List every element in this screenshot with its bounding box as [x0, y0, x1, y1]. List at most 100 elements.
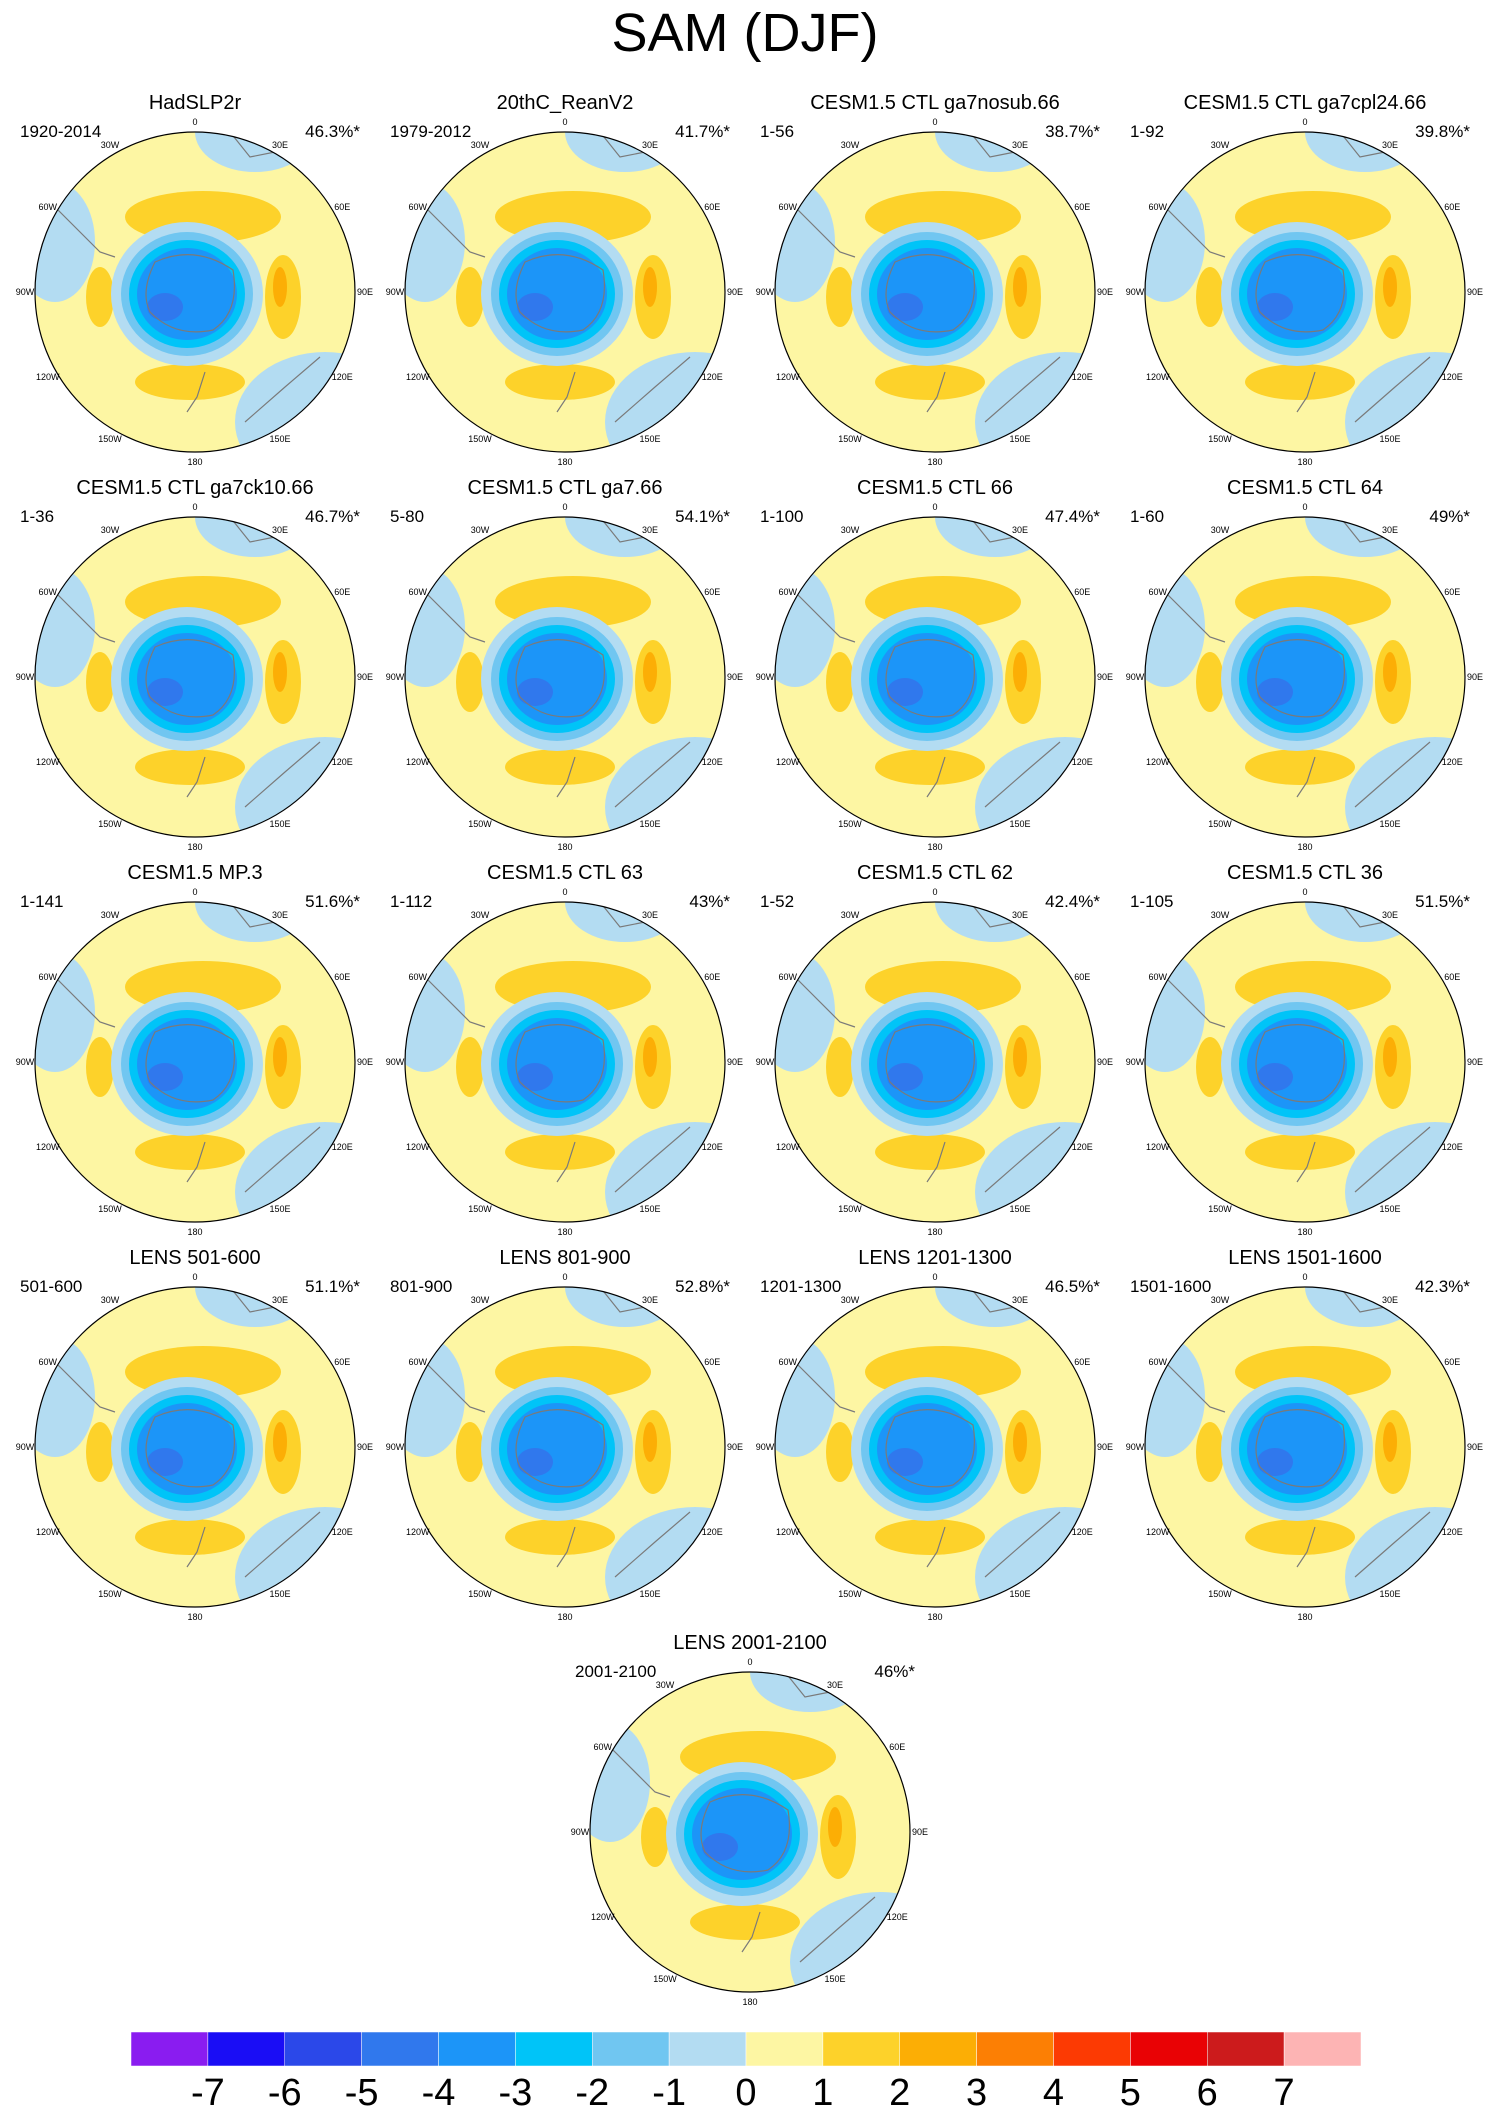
longitude-label: 150E: [639, 1589, 660, 1599]
colorbar-label: -3: [498, 2072, 533, 2114]
longitude-label: 30E: [272, 1295, 288, 1305]
australia-coastline: [244, 741, 321, 808]
antarctica-coastline: [885, 254, 976, 333]
panel-variance: 54.1%*: [675, 507, 730, 526]
australia-coastline: [984, 1511, 1061, 1578]
africa-coastline: [969, 902, 1016, 928]
positive-lobe: [86, 1037, 114, 1097]
longitude-label: 30W: [1211, 525, 1230, 535]
longitude-label: 150W: [653, 1974, 677, 1984]
negative-patch: [1145, 567, 1205, 687]
negative-patch: [1305, 517, 1425, 557]
positive-core: [273, 267, 287, 307]
longitude-label: 30W: [841, 1295, 860, 1305]
map-border: [404, 901, 726, 1223]
map-panel: LENS 801-900 801-900 52.8%* 0 30E 60E 90E 120E 1…: [380, 1247, 750, 1632]
panel-title: CESM1.5 CTL ga7nosub.66: [810, 92, 1060, 114]
negative-core: [517, 293, 553, 321]
polar-map: 0 30E 60E 90E 120E 150E 180 150W 120W 90W 60W 30W: [756, 502, 1113, 852]
longitude-label: 120E: [332, 757, 353, 767]
positive-lobe: [505, 1134, 615, 1170]
australia-coastline: [614, 356, 691, 423]
map-border: [774, 131, 1096, 453]
longitude-label: 120W: [36, 372, 60, 382]
longitude-label: 0: [932, 502, 937, 512]
longitude-label: 90E: [1097, 672, 1113, 682]
negative-patch: [1145, 1337, 1205, 1457]
negative-contour: [877, 633, 977, 725]
longitude-label: 60E: [1074, 1357, 1090, 1367]
longitude-label: 60E: [1444, 972, 1460, 982]
longitude-label: 180: [742, 1997, 757, 2007]
negative-contour: [1247, 633, 1347, 725]
panel-period: 1-112: [390, 892, 433, 911]
positive-lobe: [505, 364, 615, 400]
south-america-coastline: [424, 206, 486, 258]
positive-ring: [86, 961, 301, 1170]
australia-coastline: [1354, 356, 1431, 423]
positive-lobe: [135, 1134, 245, 1170]
longitude-label: 30E: [827, 1680, 843, 1690]
longitude-label: 90W: [16, 287, 35, 297]
longitude-label: 90W: [756, 287, 775, 297]
longitude-label: 30W: [1211, 140, 1230, 150]
negative-patch: [565, 517, 685, 557]
colorbar-label: -2: [575, 2072, 610, 2114]
negative-patch: [565, 132, 685, 172]
panel-title: CESM1.5 CTL ga7cpl24.66: [1183, 92, 1427, 114]
longitude-label: 120E: [1442, 1142, 1463, 1152]
polar-map: 0 30E 60E 90E 120E 150E 180 150W 120W 90W 60W 30W: [386, 502, 743, 852]
map-panel: CESM1.5 CTL ga7cpl24.66 1-92 39.8%* 0 30E 60E…: [1120, 92, 1490, 477]
longitude-label: 180: [557, 457, 572, 467]
panel-title: CESM1.5 CTL 36: [1227, 862, 1383, 884]
positive-core: [1383, 1037, 1397, 1077]
longitude-label: 30E: [642, 525, 658, 535]
longitude-label: 90E: [912, 1827, 928, 1837]
australia-coastline: [984, 1126, 1061, 1193]
longitude-label: 30W: [101, 525, 120, 535]
colorbar-label: 0: [735, 2072, 757, 2114]
africa-coastline: [969, 1287, 1016, 1313]
panel-variance: 51.6%*: [305, 892, 360, 911]
polar-map: 0 30E 60E 90E 120E 150E 180 150W 120W 90W 60W 30W: [386, 887, 743, 1237]
antarctica-coastline: [145, 1024, 236, 1103]
positive-ring: [456, 191, 671, 400]
positive-core: [1383, 652, 1397, 692]
polar-map: 0 30E 60E 90E 120E 150E 180 150W 120W 90W 60W 30W: [16, 502, 373, 852]
longitude-label: 60W: [409, 1357, 428, 1367]
negative-patch: [195, 517, 315, 557]
map-border: [1144, 901, 1466, 1223]
colorbar: [131, 2032, 1361, 2066]
panel-period: 1979-2012: [390, 122, 472, 141]
positive-lobe: [1196, 1422, 1224, 1482]
panel-variance: 39.8%*: [1415, 122, 1470, 141]
south-america-coastline: [794, 1361, 856, 1413]
negative-patch: [35, 567, 95, 687]
negative-contour: [137, 1018, 237, 1110]
negative-core: [702, 1833, 738, 1861]
australia-coastline: [244, 1126, 321, 1193]
colorbar-swatch: [1283, 2032, 1361, 2066]
longitude-label: 30W: [656, 1680, 675, 1690]
south-america-coastline: [1164, 206, 1226, 258]
negative-patch: [1305, 1287, 1425, 1327]
longitude-label: 150W: [468, 434, 492, 444]
south-america-coastline: [794, 591, 856, 643]
longitude-label: 90W: [386, 287, 405, 297]
negative-contour: [507, 1018, 607, 1110]
longitude-label: 150W: [838, 434, 862, 444]
negative-contour: [1247, 1018, 1347, 1110]
longitude-label: 30E: [272, 525, 288, 535]
longitude-label: 120E: [702, 1527, 723, 1537]
positive-core: [643, 267, 657, 307]
panel-variance: 49%*: [1429, 507, 1470, 526]
colorbar-label: 3: [966, 2072, 988, 2114]
map-border: [1144, 1286, 1466, 1608]
antarctica-coastline: [515, 1409, 606, 1488]
longitude-label: 180: [1297, 1612, 1312, 1622]
map-border: [1144, 516, 1466, 838]
polar-map: 0 30E 60E 90E 120E 150E 180 150W 120W 90W 60W 30W: [1126, 887, 1483, 1237]
new-zealand-coastline: [1296, 756, 1316, 798]
longitude-label: 60W: [779, 587, 798, 597]
positive-core: [273, 1037, 287, 1077]
